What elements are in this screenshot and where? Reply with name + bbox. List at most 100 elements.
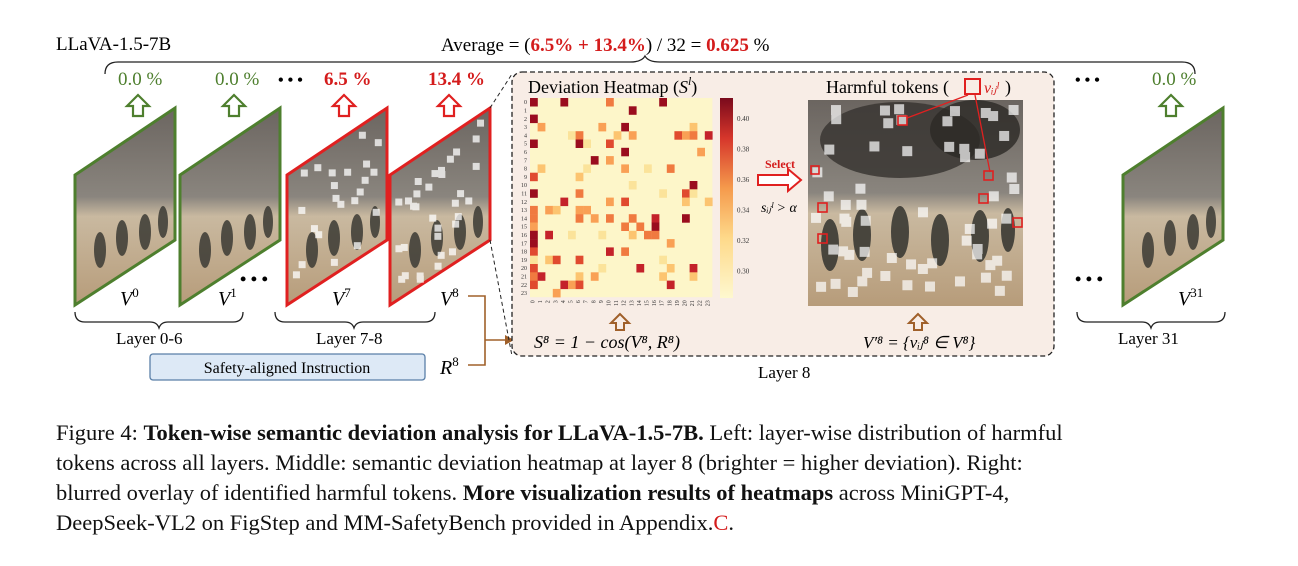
heatmap-cell (568, 230, 576, 240)
heatmap-x-tick: 1 (538, 300, 544, 303)
token-patch (337, 200, 345, 208)
brace-layer-31 (1076, 311, 1226, 331)
token-patch (372, 208, 380, 216)
token-patch (964, 223, 975, 234)
layer1-pct: 0.0 % (215, 69, 260, 90)
heatmap-y-tick: 14 (521, 216, 527, 222)
safety-instruction-label: Safety-aligned Instruction (204, 360, 371, 377)
heatmap-cell (598, 122, 607, 132)
token-patch (416, 275, 424, 283)
token-patch (472, 162, 480, 170)
token-patch (431, 170, 439, 178)
token-patch (831, 105, 842, 116)
token-patch (869, 141, 880, 152)
token-patch (1001, 213, 1012, 224)
layer8-label: Layer 8 (758, 363, 810, 382)
token-patch (425, 183, 433, 191)
colorbar-tick: 0.40 (737, 115, 750, 123)
heatmap-y-tick: 17 (521, 241, 527, 247)
up-arrow-icon (608, 312, 632, 331)
harmful-token-symbol: vᵢⱼˡ (984, 80, 999, 97)
heatmap-cell (530, 264, 538, 273)
heatmap-x-tick: 15 (645, 300, 651, 306)
heatmap-cell (560, 197, 569, 207)
heatmap-cell (583, 205, 591, 215)
token-patch (988, 191, 999, 202)
heatmap-x-tick: 17 (660, 300, 666, 306)
ellipsis-top-1: • • • (278, 72, 303, 89)
heatmap-cell (590, 214, 599, 223)
heatmap-cell (606, 156, 614, 165)
token-patch (465, 197, 473, 205)
heatmap-x-tick: 9 (599, 300, 605, 303)
heatmap-x-tick: 6 (576, 300, 582, 303)
token-patch (980, 272, 991, 283)
token-patch (944, 141, 955, 152)
token-patch (472, 135, 480, 143)
token-patch (988, 111, 999, 122)
heatmap-cell (621, 197, 629, 207)
heatmap-cell (575, 255, 584, 265)
brace-layer-7-8 (274, 311, 436, 331)
connector-arrowhead (505, 335, 514, 345)
up-arrow-icon (330, 93, 358, 118)
select-arrow-icon (757, 166, 803, 194)
token-patch (985, 260, 996, 271)
heatmap-cell (560, 280, 569, 290)
layer-image-v1 (178, 105, 282, 308)
heatmap-y-tick: 20 (521, 266, 527, 272)
token-patch (298, 206, 306, 214)
heatmap-x-tick: 5 (569, 300, 575, 303)
heatmap-cell (575, 272, 584, 281)
token-patch (972, 249, 983, 260)
heatmap-cell (621, 247, 629, 256)
up-arrow-icon (906, 312, 930, 331)
heatmap-y-tick: 4 (524, 133, 527, 139)
heatmap-cell (621, 164, 629, 173)
label-v31: V31 (1178, 285, 1203, 310)
token-patch (413, 190, 421, 198)
appendix-link[interactable]: C (713, 510, 729, 535)
heatmap-cell (666, 164, 675, 173)
token-patch (438, 170, 446, 178)
token-patch (831, 114, 842, 125)
heatmap-cell (613, 131, 622, 140)
heatmap-cell (628, 131, 637, 140)
label-v8: V8 (440, 285, 459, 310)
figure-caption: Figure 4: Token-wise semantic deviation … (56, 420, 1063, 535)
token-patch (949, 106, 960, 117)
token-patch (902, 280, 913, 291)
layer8-pct: 13.4 % (428, 69, 485, 90)
token-patch (314, 164, 322, 172)
connector-lines (468, 295, 510, 366)
heatmap-cell (628, 230, 637, 240)
colorbar-tick: 0.30 (737, 268, 750, 276)
token-patch (400, 243, 408, 251)
layer0-pct: 0.0 % (118, 69, 163, 90)
heatmap-y-tick: 9 (524, 175, 527, 181)
token-patch (883, 118, 894, 129)
heatmap-cell (621, 222, 629, 231)
token-patch (860, 215, 871, 226)
token-patch (992, 255, 1003, 266)
heatmap-cell (682, 189, 690, 198)
token-patch (454, 213, 462, 221)
heatmap-cell (666, 239, 675, 248)
heatmap-cell (575, 131, 584, 140)
heatmap-cell (628, 214, 637, 223)
select-label: Select (765, 157, 795, 171)
token-patch (823, 191, 834, 202)
token-patch (959, 143, 970, 154)
colorbar-tick: 0.36 (737, 176, 750, 184)
token-patch (862, 267, 873, 278)
token-patch (999, 130, 1010, 141)
heatmap-cell (590, 272, 599, 281)
token-patch (812, 167, 823, 178)
heatmap-cell (682, 131, 690, 140)
token-patch (328, 169, 336, 177)
heatmap-x-tick: 2 (546, 300, 552, 303)
heatmap-y-tick: 10 (521, 183, 527, 189)
heatmap-cell (530, 239, 538, 248)
token-patch (879, 105, 890, 116)
token-patch (974, 148, 985, 159)
